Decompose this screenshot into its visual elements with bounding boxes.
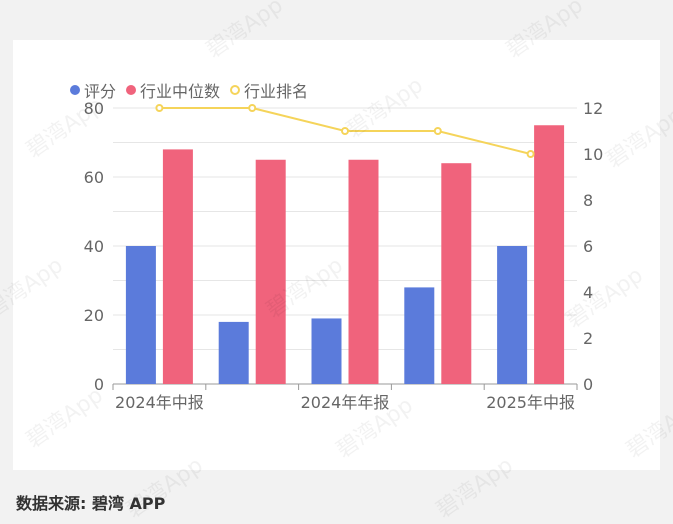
point-rank [526, 150, 535, 158]
y-left-tick-label: 60 [84, 168, 104, 187]
y-right-tick-label: 6 [583, 237, 593, 256]
point-rank [341, 127, 349, 135]
bar-median [255, 159, 286, 384]
bar-score [311, 318, 342, 384]
y-left-tick-label: 0 [94, 375, 104, 394]
x-tick-label: 2025年中报 [486, 393, 575, 412]
y-right-tick-label: 0 [583, 375, 593, 394]
y-right-tick-label: 10 [583, 145, 603, 164]
bar-median [162, 149, 193, 384]
legend-swatch-score [70, 85, 80, 95]
y-right-tick-label: 12 [583, 99, 603, 118]
bar-median [348, 159, 379, 384]
bar-score [125, 246, 156, 384]
bar-score [497, 246, 528, 384]
y-left-tick-label: 80 [84, 99, 104, 118]
legend-item-median[interactable]: 行业中位数 [126, 78, 220, 102]
y-right-tick-label: 2 [583, 329, 593, 348]
y-left-tick-label: 40 [84, 237, 104, 256]
bar-median [441, 163, 472, 384]
y-right-tick-label: 4 [583, 283, 593, 302]
chart-legend: 评分 行业中位数 行业排名 [70, 78, 308, 102]
legend-item-score[interactable]: 评分 [70, 78, 116, 102]
bar-median [534, 125, 565, 384]
point-rank [433, 127, 442, 135]
bar-score [218, 321, 249, 384]
legend-label-score: 评分 [84, 82, 117, 101]
point-rank [155, 104, 164, 112]
legend-label-median: 行业中位数 [140, 82, 221, 101]
y-left-tick-label: 20 [84, 306, 104, 325]
x-tick-label: 2024年中报 [115, 393, 204, 412]
bar-score [404, 287, 435, 384]
legend-label-rank: 行业排名 [244, 82, 309, 101]
x-tick-label: 2024年年报 [301, 393, 390, 412]
legend-swatch-rank [230, 85, 241, 95]
legend-swatch-median [126, 85, 137, 95]
data-source-caption: 数据来源: 碧湾 APP [16, 494, 166, 513]
y-right-tick-label: 8 [583, 191, 593, 210]
point-rank [248, 104, 257, 112]
legend-item-rank[interactable]: 行业排名 [230, 78, 308, 102]
